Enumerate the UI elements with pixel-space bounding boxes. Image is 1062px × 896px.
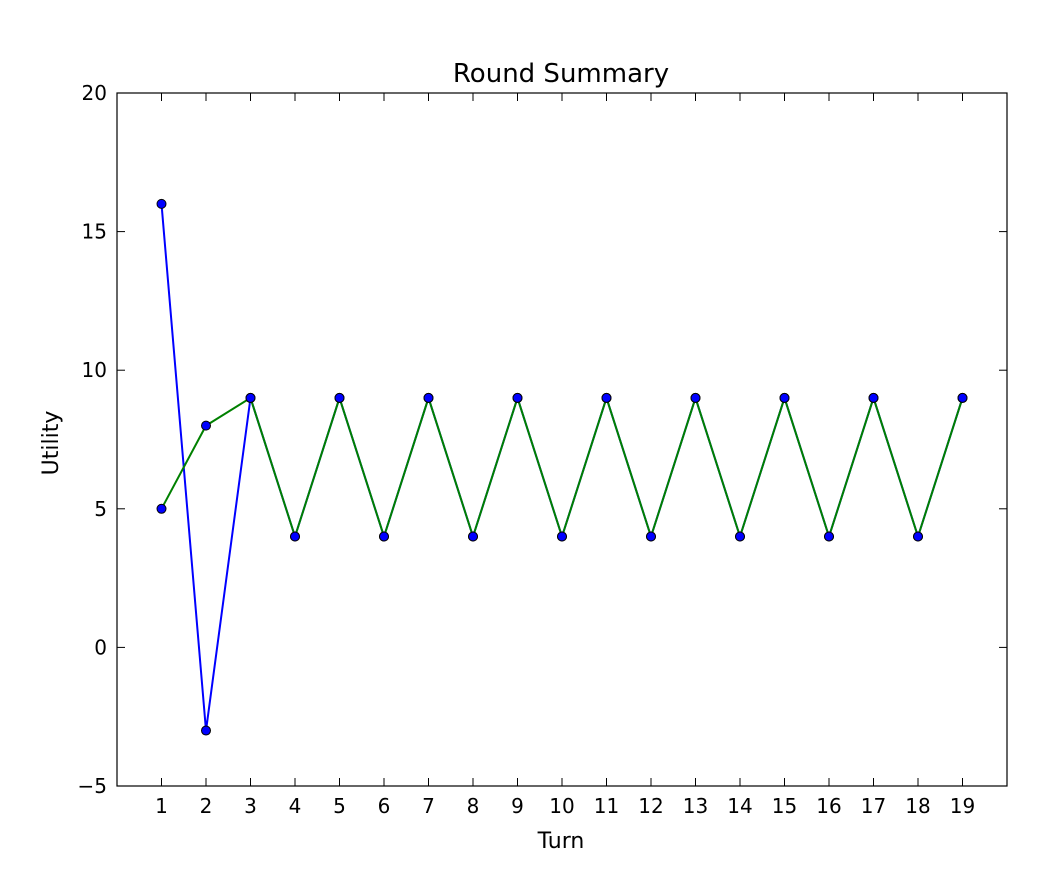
series-2-point bbox=[156, 503, 167, 514]
y-tick-label: 20 bbox=[82, 81, 107, 105]
series-2-point bbox=[423, 392, 434, 403]
x-tick-label: 19 bbox=[950, 794, 975, 818]
x-tick-label: 15 bbox=[772, 794, 797, 818]
y-axis-label: Utility bbox=[39, 411, 64, 476]
y-tick-label: 10 bbox=[82, 358, 107, 382]
series-2-point bbox=[334, 392, 345, 403]
x-tick-label: 2 bbox=[200, 794, 213, 818]
series-2-point bbox=[601, 392, 612, 403]
series-1-line bbox=[160, 203, 964, 731]
series-2-point bbox=[690, 392, 701, 403]
series-2-point bbox=[913, 531, 923, 542]
series-2-point bbox=[779, 392, 790, 403]
y-tick-label: 0 bbox=[94, 635, 107, 659]
x-tick-label: 6 bbox=[378, 794, 391, 818]
x-tick-label: 9 bbox=[511, 794, 524, 818]
series-2-point bbox=[245, 392, 256, 403]
series-1-point bbox=[156, 198, 167, 209]
x-tick-label: 5 bbox=[333, 794, 346, 818]
x-tick-label: 14 bbox=[727, 794, 752, 818]
y-tick-label: 5 bbox=[94, 497, 107, 521]
series-2-line bbox=[160, 394, 964, 540]
plot-frame bbox=[116, 92, 1008, 787]
series-2-point bbox=[557, 531, 567, 542]
x-tick-label: 16 bbox=[816, 794, 841, 818]
series-2-point bbox=[735, 531, 745, 542]
series-1-point bbox=[201, 725, 211, 736]
series-2-point bbox=[868, 392, 879, 403]
x-tick-label: 11 bbox=[594, 794, 619, 818]
series-2-point bbox=[468, 531, 478, 542]
series-2-point bbox=[824, 531, 834, 542]
x-tick-label: 12 bbox=[638, 794, 663, 818]
x-tick-label: 18 bbox=[905, 794, 930, 818]
x-tick-label: 8 bbox=[467, 794, 480, 818]
series-2-point bbox=[290, 531, 300, 542]
x-tick-label: 3 bbox=[244, 794, 257, 818]
x-tick-label: 17 bbox=[861, 794, 886, 818]
y-tick-label: 15 bbox=[82, 220, 107, 244]
series-2-point bbox=[512, 392, 523, 403]
series-2-point bbox=[379, 531, 389, 542]
series-2-point bbox=[201, 420, 211, 431]
x-tick-label: 10 bbox=[549, 794, 574, 818]
series-2-point bbox=[957, 392, 968, 403]
x-tick-label: 13 bbox=[683, 794, 708, 818]
y-tick-label: −5 bbox=[78, 774, 107, 798]
x-tick-label: 7 bbox=[422, 794, 435, 818]
series-2-point bbox=[646, 531, 656, 542]
chart-title: Round Summary bbox=[453, 59, 669, 89]
x-tick-label: 1 bbox=[155, 794, 168, 818]
x-tick-label: 4 bbox=[289, 794, 302, 818]
x-axis-label: Turn bbox=[537, 829, 585, 854]
